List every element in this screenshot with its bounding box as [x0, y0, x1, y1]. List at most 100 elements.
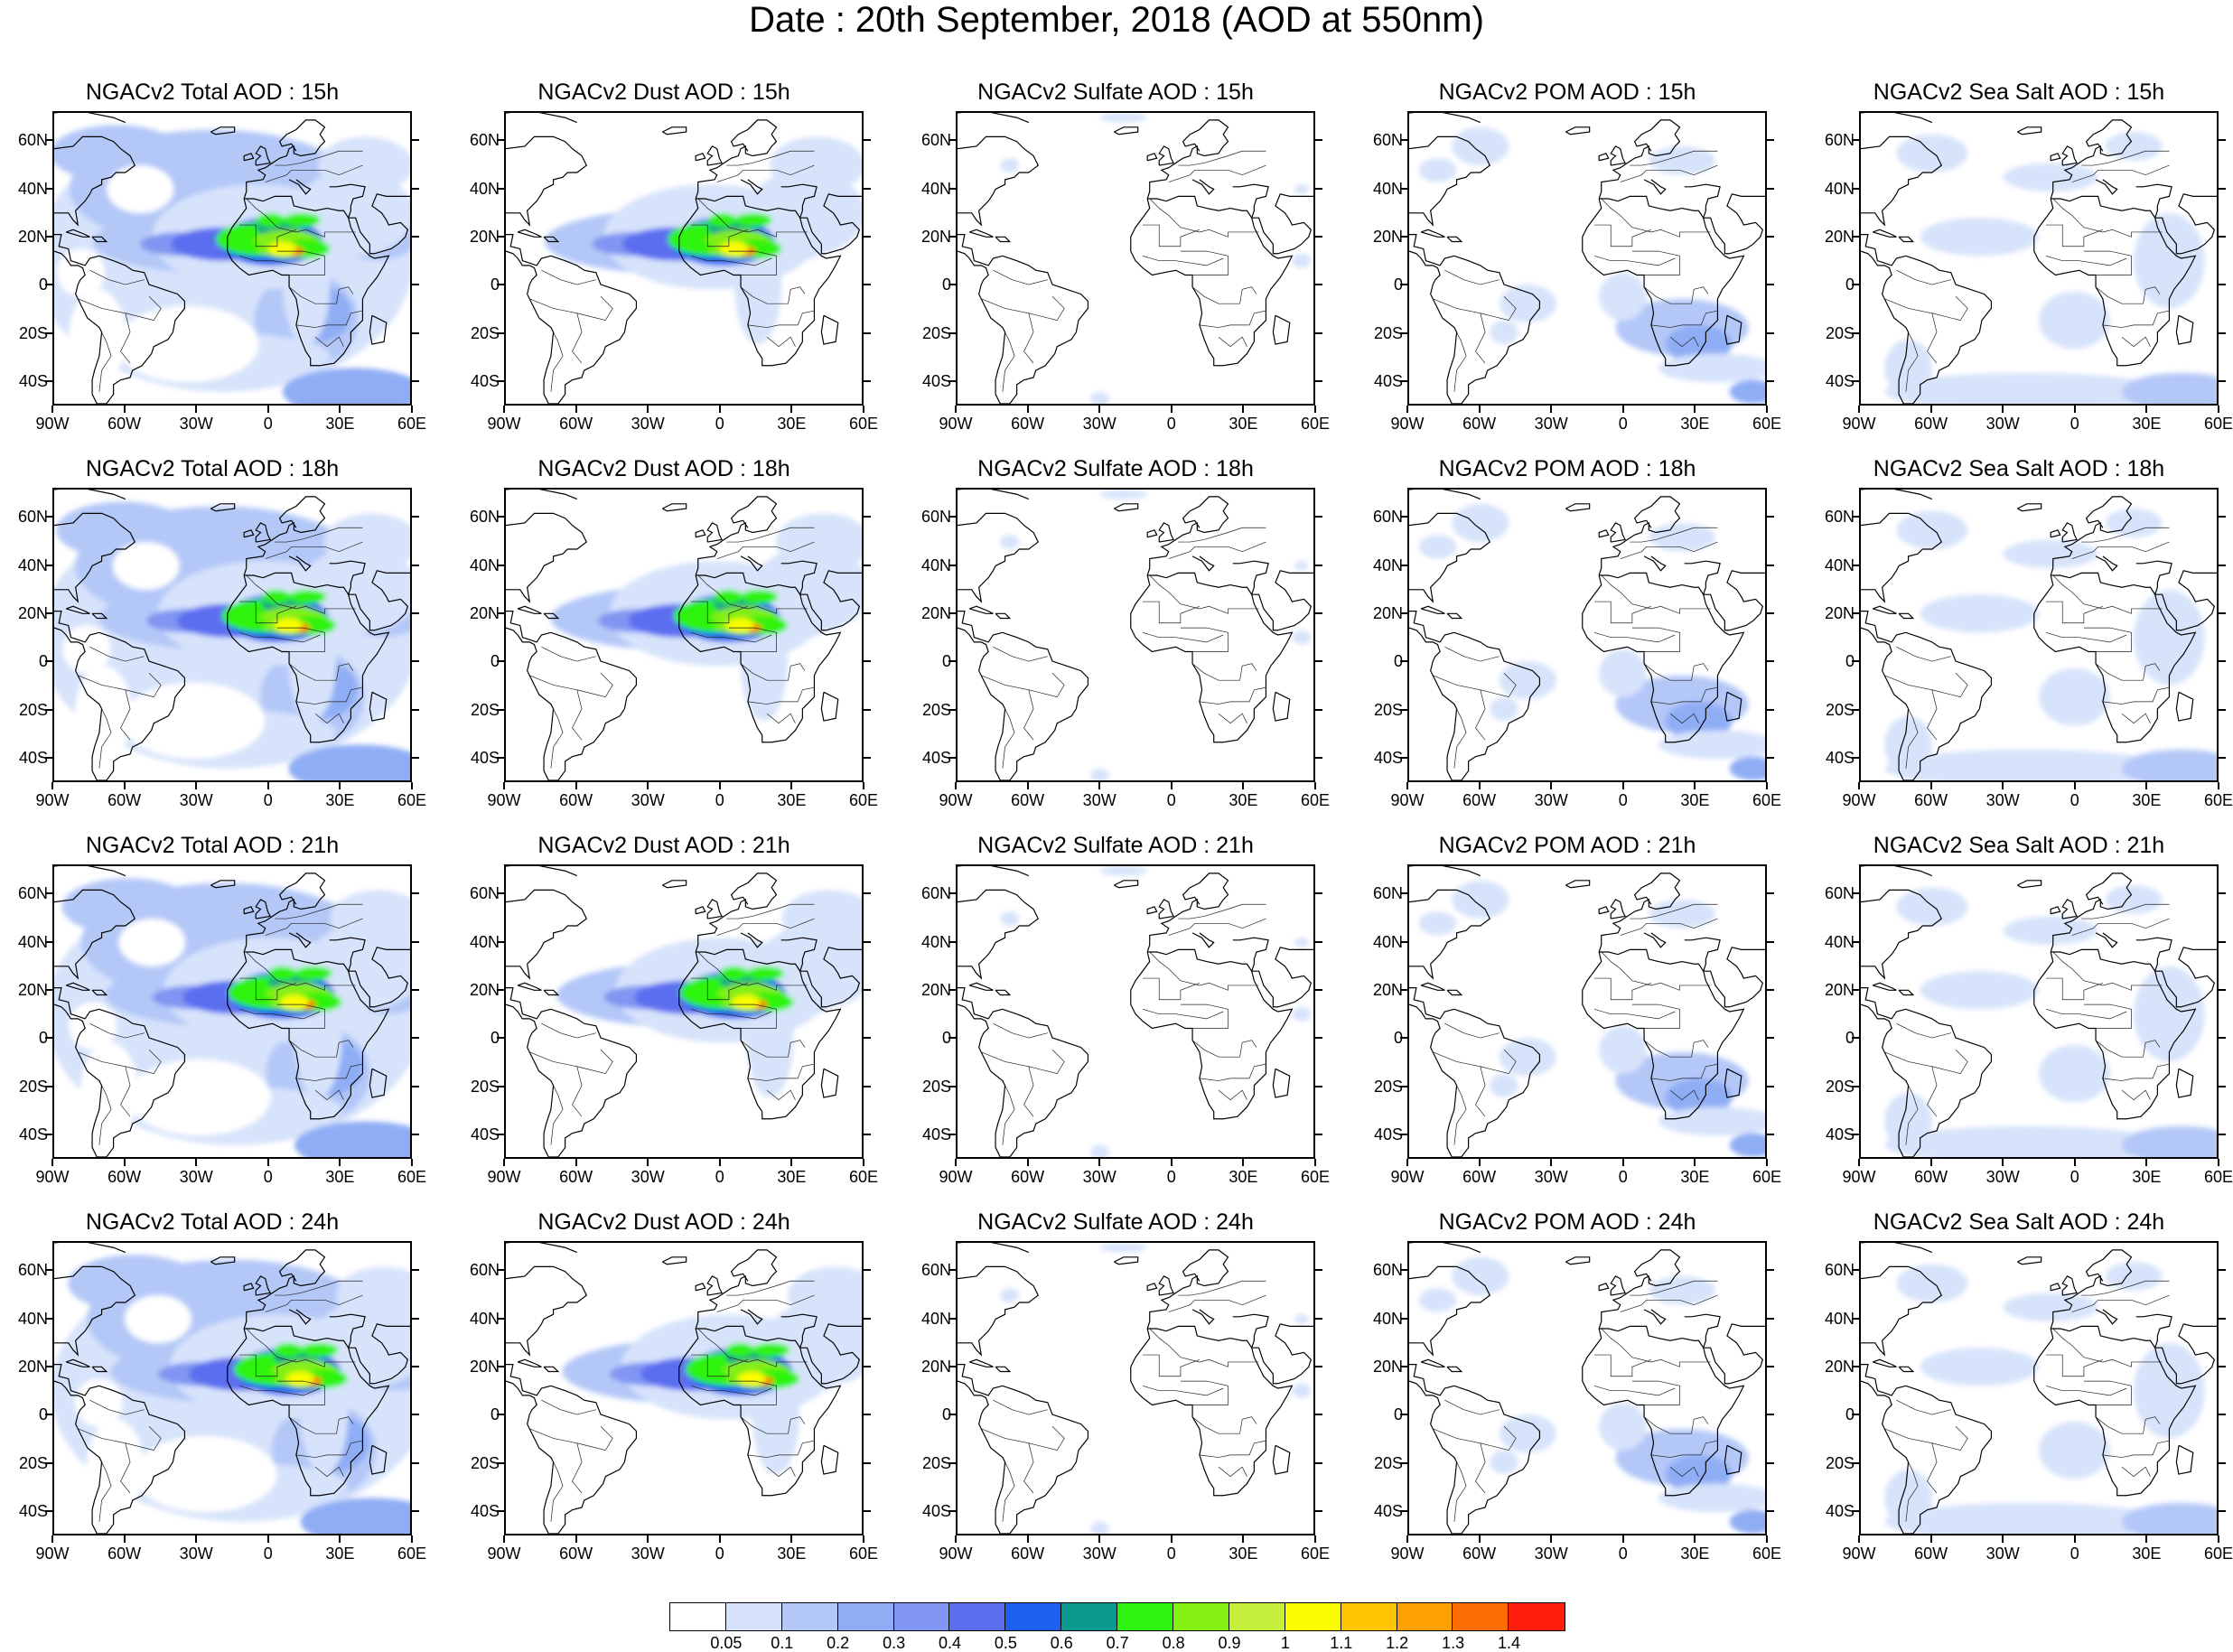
aod-contour-patch — [2134, 589, 2205, 686]
coastline — [2050, 906, 2061, 915]
panel-title: NGACv2 POM AOD : 21h — [1438, 833, 1696, 858]
map-plot-area — [52, 488, 412, 782]
lat-tick-right — [2219, 1037, 2226, 1040]
lat-tick — [948, 1085, 956, 1087]
country-border — [238, 224, 297, 247]
coastlines — [54, 1243, 410, 1534]
lon-tick-label: 90W — [939, 1545, 973, 1563]
lat-tick — [948, 988, 956, 991]
lon-tick-label: 30W — [1534, 1168, 1568, 1186]
lat-tick-label: 20N — [1372, 227, 1403, 246]
lat-tick-label: 40N — [17, 555, 48, 574]
country-border — [1149, 1328, 1259, 1367]
country-border — [246, 1328, 356, 1367]
country-border — [295, 310, 363, 328]
lon-tick — [51, 406, 53, 413]
lon-tick — [2145, 1159, 2148, 1166]
aod-contour-patch — [282, 368, 410, 404]
country-border — [1199, 310, 1266, 328]
lon-tick — [647, 782, 649, 789]
lon-tick-label: 30E — [325, 415, 355, 433]
coastline — [1146, 906, 1158, 915]
lon-tick — [195, 1535, 198, 1543]
lat-tick-label: 60N — [1372, 884, 1403, 903]
country-border — [288, 1040, 354, 1058]
lon-tick — [51, 1535, 53, 1543]
coastline — [1724, 314, 1742, 345]
lon-tick-label: 30E — [1680, 791, 1710, 809]
coastline — [1409, 866, 1481, 877]
country-border — [78, 675, 131, 741]
coastline — [65, 1358, 90, 1367]
aod-contour-patch — [1294, 184, 1309, 194]
lat-tick — [497, 708, 504, 711]
country-border — [726, 150, 815, 166]
country-border — [2095, 663, 2161, 681]
country-border — [2052, 574, 2163, 614]
lat-tick — [497, 1317, 504, 1320]
map-plot-area — [504, 111, 864, 406]
lat-tick-right — [864, 1317, 871, 1320]
country-border — [1620, 1294, 1718, 1312]
lat-tick-right — [412, 708, 419, 711]
coastline — [1684, 937, 1765, 1008]
lat-tick-label: 0 — [1393, 275, 1403, 294]
coastline — [780, 183, 862, 255]
country-border — [981, 1428, 1034, 1494]
lon-tick — [123, 406, 126, 413]
country-border — [1218, 336, 1247, 348]
country-border — [1433, 298, 1486, 364]
lon-tick — [266, 406, 269, 413]
lat-tick-label: 20N — [469, 1357, 500, 1376]
coastline — [1684, 560, 1765, 631]
country-border — [1620, 164, 1718, 182]
country-border — [1180, 1380, 1229, 1405]
coastline — [329, 560, 410, 631]
lon-tick — [339, 782, 341, 789]
country-border — [1142, 977, 1201, 1001]
coastlines — [54, 490, 410, 780]
lat-tick-label: 20S — [18, 700, 48, 719]
coastline — [210, 1256, 236, 1265]
country-border — [2045, 1009, 2127, 1020]
coastline — [329, 183, 410, 255]
coastline — [288, 932, 312, 948]
lat-tick-right — [412, 564, 419, 566]
aod-contour-patch — [232, 241, 262, 252]
lon-tick-label: 90W — [1842, 415, 1876, 433]
aod-contour-patch — [294, 966, 332, 981]
colorbar-tick-label: 0.05 — [710, 1634, 743, 1652]
country-border — [766, 713, 796, 724]
coastline — [2050, 153, 2061, 162]
coastline — [2050, 1283, 2061, 1292]
lat-tick — [948, 1269, 956, 1272]
coastline — [369, 691, 388, 722]
country-border — [2121, 336, 2151, 348]
lat-tick-label: 40N — [469, 932, 500, 951]
country-border — [1601, 1328, 1711, 1367]
coastline — [2175, 1068, 2194, 1098]
lon-tick — [1098, 1159, 1101, 1166]
lat-tick-label: 40N — [1372, 179, 1403, 198]
coastline — [227, 948, 390, 1120]
panel-title: NGACv2 Sulfate AOD : 24h — [977, 1209, 1254, 1235]
lat-tick — [1400, 1365, 1407, 1367]
country-border — [2095, 286, 2161, 304]
lon-tick-label: 30E — [1680, 1168, 1710, 1186]
coastline — [1130, 1325, 1294, 1497]
lat-tick — [1852, 1269, 1859, 1272]
coastline — [1232, 560, 1313, 631]
lon-tick-label: 60E — [1300, 1545, 1331, 1563]
country-border — [747, 310, 815, 328]
country-border — [1650, 310, 1718, 328]
lon-tick — [1170, 406, 1173, 413]
lat-tick-label: 40N — [1372, 932, 1403, 951]
coastline — [329, 1313, 410, 1385]
country-border — [2083, 1003, 2132, 1029]
coastline — [1724, 1068, 1742, 1098]
lat-tick — [45, 380, 52, 383]
coastline — [2175, 314, 2194, 345]
coastline — [958, 866, 1030, 877]
lat-tick — [45, 187, 52, 190]
map-panel-total-row4: NGACv2 Total AOD : 24h 60N 40N 20N 0 20S 40S 90… — [0, 1209, 426, 1580]
